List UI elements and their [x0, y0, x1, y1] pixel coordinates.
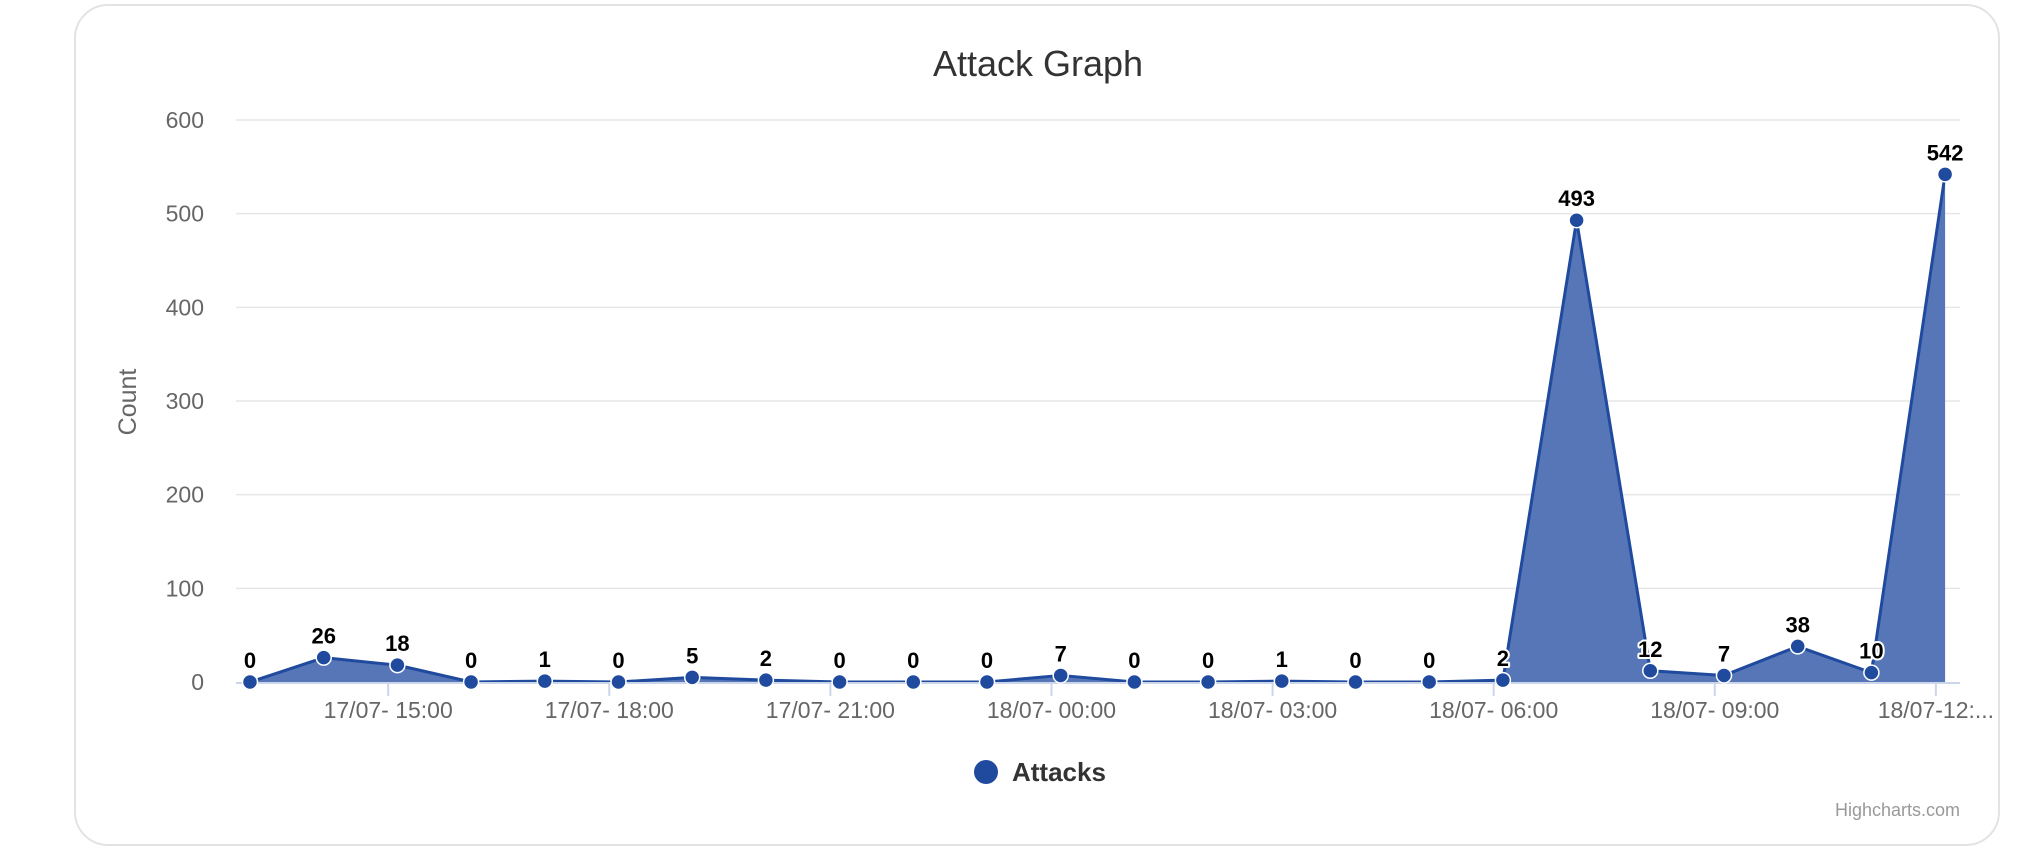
data-label: 1: [539, 647, 551, 672]
y-axis-title: Count: [114, 369, 142, 436]
data-point[interactable]: [315, 649, 332, 666]
data-label: 0: [612, 648, 624, 673]
data-label: 542: [1927, 140, 1964, 165]
data-label: 12: [1638, 637, 1662, 662]
data-point[interactable]: [241, 673, 259, 691]
data-point[interactable]: [462, 673, 480, 691]
data-label: 0: [465, 648, 477, 673]
data-point[interactable]: [1568, 211, 1585, 229]
y-tick-label: 100: [166, 575, 204, 601]
x-tick-label: 17/07- 15:00: [324, 697, 453, 723]
data-label: 0: [907, 648, 919, 673]
data-label: 1: [1276, 647, 1288, 672]
legend-label-attacks[interactable]: Attacks: [1012, 757, 1106, 787]
legend[interactable]: Attacks: [974, 757, 1106, 787]
data-label: 7: [1718, 641, 1730, 666]
data-label: 0: [981, 648, 993, 673]
chart-container: Attack Graph 0 100 200 300 400 500 600 Count 1…: [74, 4, 2000, 846]
legend-marker-attacks[interactable]: [974, 760, 998, 784]
data-label: 7: [1055, 641, 1067, 666]
x-tick-label: 18/07-12:...: [1878, 697, 1994, 723]
data-label: 18: [385, 631, 409, 656]
grid-lines: [236, 119, 1960, 590]
data-point[interactable]: [831, 673, 848, 691]
data-label: 0: [1128, 648, 1140, 673]
data-point[interactable]: [1936, 166, 1954, 183]
data-label: 38: [1785, 612, 1809, 637]
y-tick-label: 200: [166, 482, 204, 508]
data-point[interactable]: [683, 669, 701, 686]
x-tick-label: 18/07- 09:00: [1650, 697, 1779, 723]
x-tick-label: 17/07- 21:00: [766, 697, 895, 723]
data-point[interactable]: [610, 673, 627, 691]
data-point[interactable]: [757, 671, 775, 689]
x-axis: 17/07- 15:00 17/07- 18:00 17/07- 21:00 18/0…: [236, 682, 1994, 723]
data-label: 0: [1423, 648, 1435, 673]
y-axis-ticks: 0 100 200 300 400 500 600: [166, 107, 204, 695]
y-tick-label: 400: [166, 294, 204, 320]
series-points: [241, 166, 1954, 691]
data-label: 5: [686, 643, 698, 668]
data-point[interactable]: [905, 673, 922, 691]
series-area: [249, 174, 1947, 684]
data-point[interactable]: [1494, 671, 1512, 689]
x-tick-label: 18/07- 03:00: [1208, 697, 1337, 723]
y-tick-label: 0: [191, 669, 204, 695]
x-tick-label: 18/07- 06:00: [1429, 697, 1558, 723]
data-point[interactable]: [1126, 673, 1143, 691]
data-point[interactable]: [1863, 664, 1880, 681]
data-label: 10: [1859, 639, 1883, 664]
area-fill: [250, 174, 1946, 682]
data-point[interactable]: [389, 656, 406, 674]
data-point[interactable]: [1273, 672, 1291, 690]
data-point[interactable]: [1052, 667, 1069, 684]
data-label: 26: [311, 624, 335, 649]
data-label: 0: [1349, 648, 1361, 673]
x-tick-label: 18/07- 00:00: [987, 697, 1116, 723]
series-line-attacks: [249, 174, 1947, 684]
data-label: 2: [1497, 646, 1509, 671]
data-point[interactable]: [1199, 673, 1217, 691]
data-label: 0: [833, 648, 845, 673]
data-point[interactable]: [978, 673, 996, 691]
data-label: 0: [1202, 648, 1214, 673]
data-label: 2: [760, 646, 772, 671]
chart-title: Attack Graph: [933, 43, 1143, 84]
y-tick-label: 600: [166, 107, 204, 133]
data-point[interactable]: [1420, 673, 1438, 691]
data-label: 0: [244, 648, 256, 673]
y-tick-label: 500: [166, 201, 204, 227]
x-tick-label: 17/07- 18:00: [545, 697, 674, 723]
credits-link[interactable]: Highcharts.com: [1835, 800, 1960, 820]
data-point[interactable]: [1715, 667, 1733, 684]
data-point[interactable]: [1642, 662, 1659, 680]
data-point[interactable]: [1347, 673, 1364, 691]
data-point[interactable]: [536, 672, 554, 690]
data-point[interactable]: [1789, 638, 1806, 655]
y-tick-label: 300: [166, 388, 204, 414]
data-label: 493: [1558, 186, 1595, 211]
